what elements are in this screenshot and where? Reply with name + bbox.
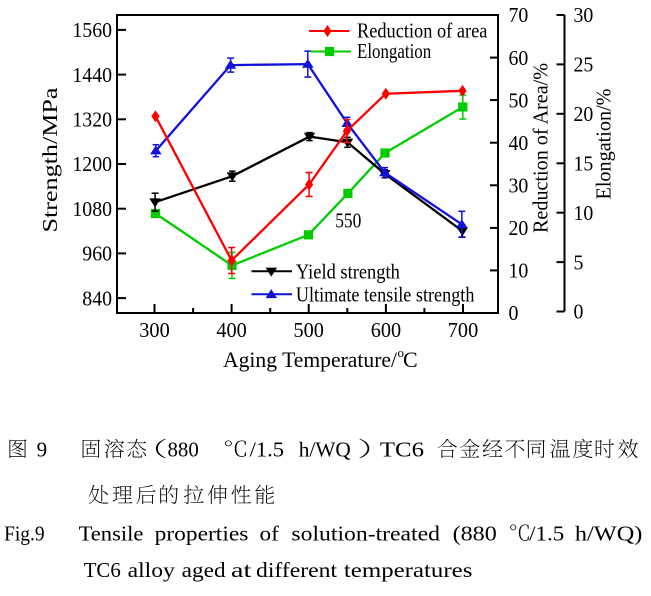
svg-text:1080: 1080: [72, 197, 112, 221]
svg-text:600: 600: [371, 318, 401, 342]
svg-text:at: at: [231, 558, 252, 582]
svg-text:20: 20: [574, 102, 594, 126]
svg-text:1560: 1560: [72, 18, 112, 42]
svg-text:temperatures: temperatures: [344, 558, 473, 582]
svg-text:of: of: [260, 522, 279, 546]
svg-text:70: 70: [509, 3, 529, 27]
svg-text:h/WQ: h/WQ: [299, 438, 351, 462]
svg-text:840: 840: [82, 286, 112, 310]
svg-text:1320: 1320: [72, 108, 112, 132]
svg-text:0: 0: [574, 300, 584, 324]
svg-text:C: C: [403, 347, 418, 372]
svg-text:0: 0: [509, 301, 519, 325]
svg-text:Reduction of Area/%: Reduction of Area/%: [529, 63, 553, 233]
svg-text:40: 40: [509, 131, 529, 155]
svg-text:550: 550: [335, 209, 361, 233]
svg-text:50: 50: [509, 88, 529, 112]
svg-text:Ultimate tensile strength: Ultimate tensile strength: [296, 282, 475, 306]
svg-text:Fig.9: Fig.9: [4, 522, 45, 546]
svg-text:400: 400: [216, 318, 246, 342]
svg-text:Yield strength: Yield strength: [296, 259, 400, 283]
svg-text:/1.5: /1.5: [250, 438, 285, 462]
svg-text:/1.5: /1.5: [529, 522, 564, 546]
svg-text:5: 5: [574, 250, 584, 274]
svg-text:700: 700: [448, 318, 478, 342]
svg-text:solution-treated: solution-treated: [291, 522, 440, 546]
svg-text:h/WQ): h/WQ): [575, 522, 643, 546]
svg-text:(880: (880: [453, 522, 497, 546]
svg-text:9: 9: [37, 438, 48, 462]
svg-text:TC6: TC6: [380, 438, 424, 462]
svg-text:Elongation: Elongation: [357, 39, 432, 63]
svg-text:880: 880: [168, 438, 199, 462]
svg-text:different: different: [256, 558, 337, 582]
svg-text:Aging Temperature/: Aging Temperature/: [223, 347, 398, 372]
svg-text:Elongation/%: Elongation/%: [592, 89, 616, 200]
svg-text:TC6: TC6: [84, 558, 121, 582]
svg-text:60: 60: [509, 46, 529, 70]
svg-text:Reduction of area: Reduction of area: [357, 19, 488, 43]
svg-text:properties: properties: [155, 522, 249, 546]
svg-text:30: 30: [509, 174, 529, 198]
svg-text:o: o: [398, 345, 405, 360]
svg-text:500: 500: [294, 318, 324, 342]
svg-text:15: 15: [574, 152, 594, 176]
svg-text:10: 10: [574, 201, 594, 225]
svg-text:960: 960: [82, 242, 112, 266]
svg-text:alloy: alloy: [128, 558, 176, 582]
svg-text:10: 10: [509, 259, 529, 283]
svg-text:aged: aged: [182, 558, 226, 582]
svg-text:25: 25: [574, 53, 594, 77]
svg-text:300: 300: [139, 318, 169, 342]
svg-text:Tensile: Tensile: [79, 522, 144, 546]
svg-text:1200: 1200: [72, 152, 112, 176]
svg-text:30: 30: [574, 3, 594, 27]
svg-text:Strength/MPa: Strength/MPa: [38, 87, 62, 233]
svg-text:20: 20: [509, 216, 529, 240]
svg-text:1440: 1440: [72, 63, 112, 87]
